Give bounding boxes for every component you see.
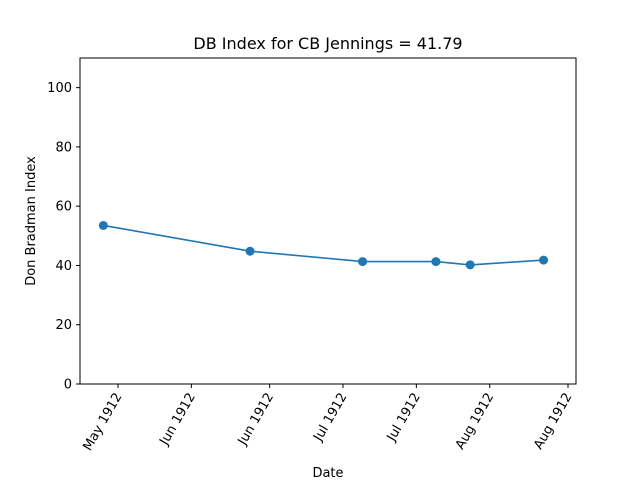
x-axis-label: Date	[312, 466, 343, 480]
x-tick-label: Jun 1912	[235, 391, 277, 449]
y-tick-label: 80	[55, 140, 72, 155]
data-point	[358, 257, 368, 267]
y-tick-label: 60	[55, 200, 72, 215]
plot-frame	[79, 57, 577, 385]
data-point	[431, 257, 441, 267]
y-axis-label: Don Bradman Index	[24, 156, 39, 286]
data-point	[98, 220, 108, 230]
y-tick-label: 0	[64, 378, 72, 393]
x-tick-label: May 1912	[80, 391, 125, 454]
x-axis: May 1912 Jun 1912 Jun 1912 Jul 1912 Jul 1912…	[80, 384, 575, 454]
x-tick-label: Aug 1912	[531, 391, 575, 453]
series-line	[103, 224, 544, 266]
series-group	[98, 220, 549, 270]
chart-title: DB Index for CB Jennings = 41.79	[193, 34, 462, 53]
y-tick-label: 100	[47, 81, 72, 96]
x-tick-label: Aug 1912	[453, 391, 497, 453]
data-point	[465, 260, 475, 270]
x-tick-label: Jul 1912	[384, 391, 424, 445]
x-tick-label: Jul 1912	[311, 391, 351, 445]
y-tick-label: 40	[55, 259, 72, 274]
data-point	[245, 246, 255, 256]
y-axis: 0 20 40 60 80 100	[47, 81, 80, 393]
data-point	[539, 255, 549, 265]
x-tick-label: Jun 1912	[157, 391, 199, 449]
y-tick-label: 20	[55, 318, 72, 333]
